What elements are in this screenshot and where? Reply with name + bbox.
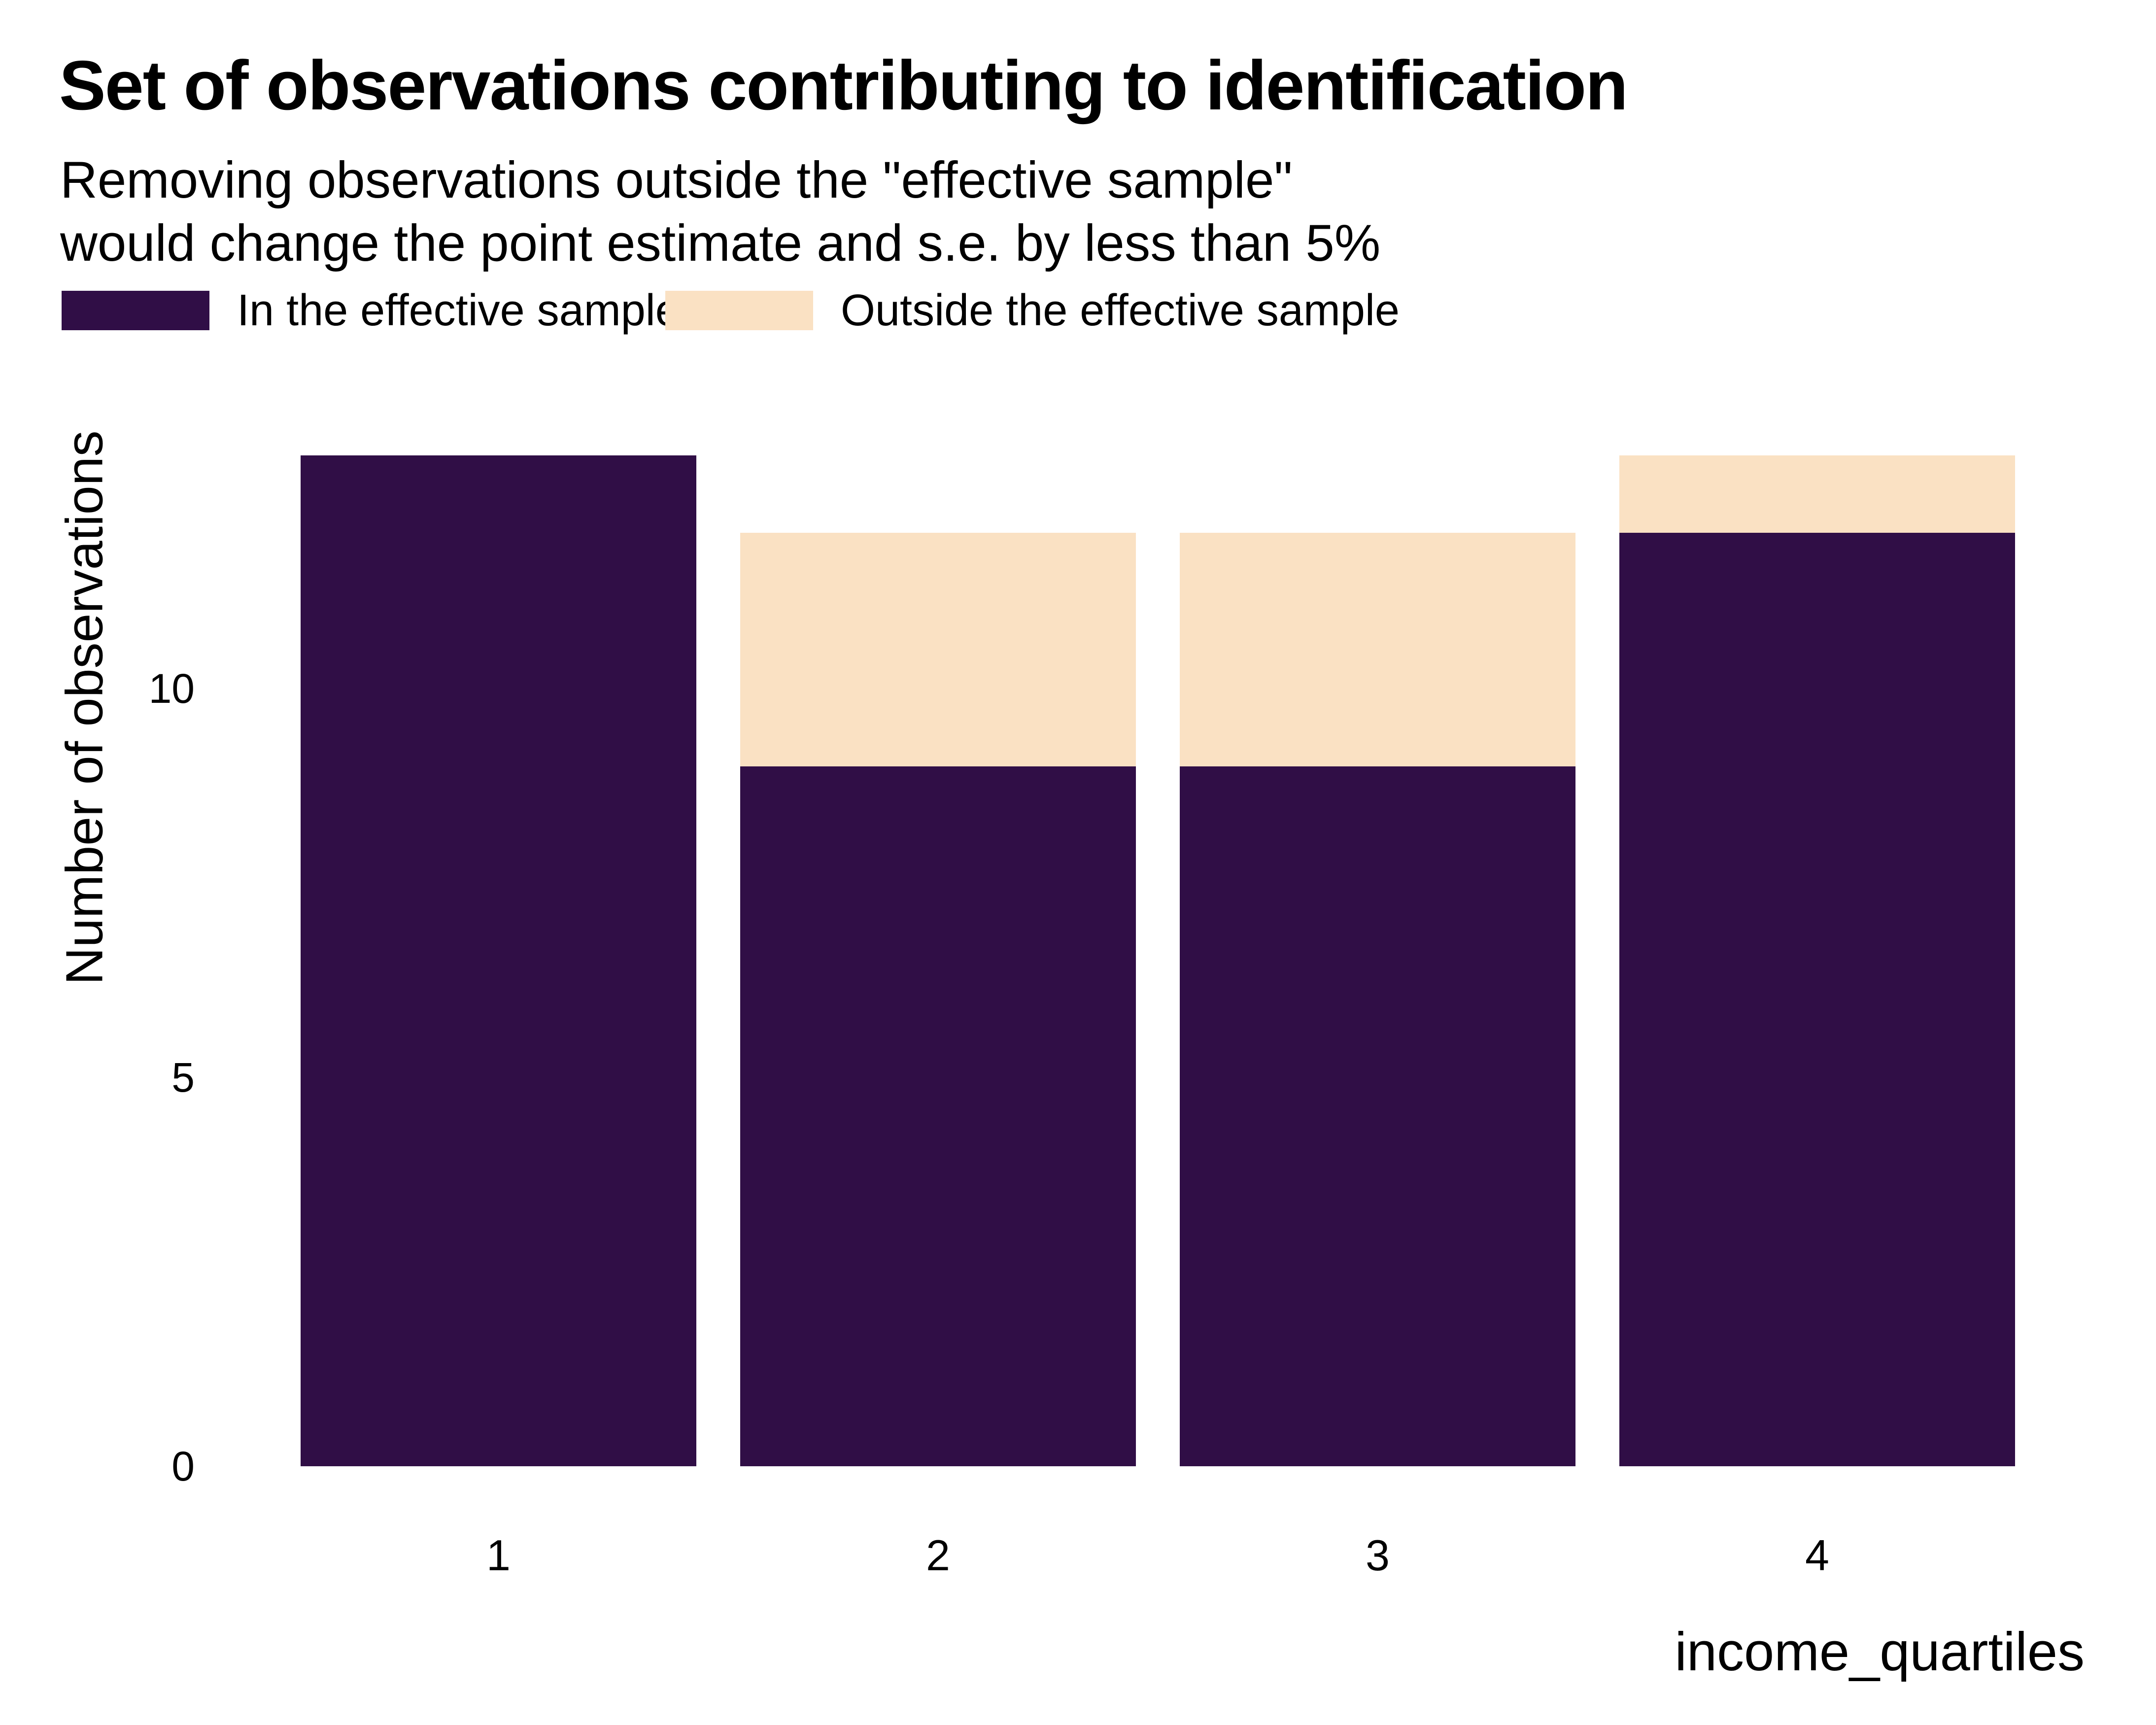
bar-segment-q2-outside-sample [740, 533, 1136, 766]
y-tick-label-0: 0 [171, 1443, 195, 1489]
x-tick-label-4: 4 [1805, 1531, 1829, 1580]
bar-segment-q2-in-sample [740, 766, 1136, 1466]
bar-segment-q1-in-sample [301, 455, 696, 1466]
x-axis-title: income_quartiles [1675, 1622, 2085, 1682]
legend-item-outside-sample: Outside the effective sample [665, 286, 1400, 335]
chart-subtitle: Removing observations outside the "effec… [60, 149, 1380, 275]
bar-segment-q4-in-sample [1619, 533, 2015, 1466]
x-tick-label-1: 1 [486, 1531, 511, 1580]
y-tick-label-5: 5 [171, 1054, 195, 1101]
x-tick-label-2: 2 [926, 1531, 950, 1580]
legend-label-outside-sample: Outside the effective sample [841, 285, 1400, 335]
y-tick-label-10: 10 [148, 665, 195, 712]
bar-segment-q3-in-sample [1180, 766, 1575, 1466]
x-tick-label-3: 3 [1366, 1531, 1390, 1580]
legend-swatch-outside-sample-icon [665, 291, 813, 330]
chart-title: Set of observations contributing to iden… [59, 46, 1628, 125]
legend-label-in-sample: In the effective sample [237, 285, 680, 335]
legend-swatch-in-sample-icon [62, 291, 209, 330]
subtitle-line-1: Removing observations outside the "effec… [60, 151, 1293, 209]
subtitle-line-2: would change the point estimate and s.e.… [60, 214, 1381, 273]
legend-item-in-sample: In the effective sample [62, 286, 680, 335]
bar-segment-q3-outside-sample [1180, 533, 1575, 766]
bar-segment-q4-outside-sample [1619, 455, 2015, 533]
